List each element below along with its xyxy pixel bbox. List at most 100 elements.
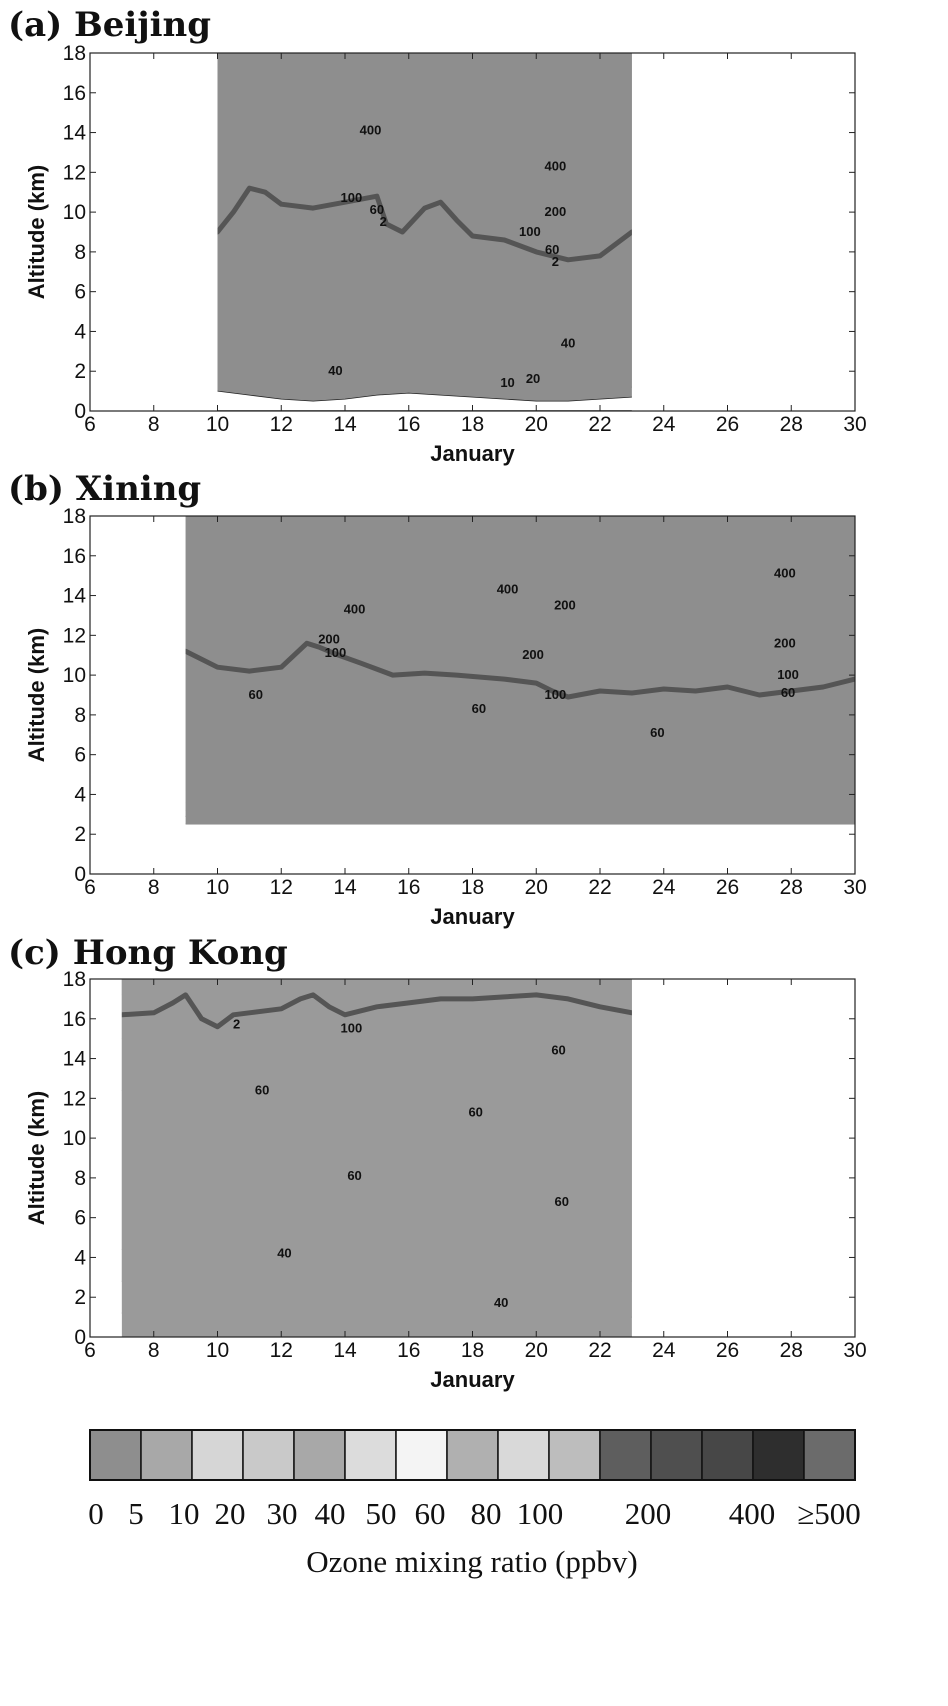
contour-label: 400 — [497, 582, 519, 597]
colorbar-tick-label: 20 — [215, 1496, 246, 1531]
panel-title: (b) Xining — [8, 469, 201, 509]
contour-fill — [185, 516, 855, 825]
contour-band-0 — [185, 516, 855, 825]
y-tick-label: 16 — [63, 1008, 86, 1031]
x-tick-label: 12 — [270, 413, 293, 436]
x-tick-label: 16 — [397, 413, 420, 436]
contour-band-10 — [121, 979, 632, 1337]
x-tick-label: 10 — [206, 876, 229, 899]
colorbar-frame — [89, 1429, 856, 1481]
contour-label: 60 — [555, 1194, 569, 1209]
contour-label: 100 — [341, 1021, 363, 1036]
colorbar-tick-label: 80 — [471, 1496, 502, 1531]
x-tick-label: 24 — [652, 413, 676, 436]
x-tick-label: 26 — [716, 876, 739, 899]
y-tick-label: 18 — [63, 968, 86, 991]
colorbar-swatch — [701, 1429, 754, 1481]
contour-label: 400 — [360, 123, 382, 138]
contour-label: 200 — [545, 204, 567, 219]
contour-label: 60 — [551, 1043, 565, 1058]
x-tick-label: 14 — [333, 876, 357, 899]
contour-label: 60 — [249, 687, 263, 702]
x-tick-label: 10 — [206, 1339, 229, 1362]
colorbar-swatch — [242, 1429, 295, 1481]
contour-label: 100 — [325, 645, 347, 660]
contour-label: 60 — [650, 725, 664, 740]
x-tick-label: 6 — [84, 876, 96, 899]
x-tick-label: 12 — [270, 876, 293, 899]
colorbar-swatch — [293, 1429, 346, 1481]
colorbar-swatch — [548, 1429, 601, 1481]
colorbar-swatch — [497, 1429, 550, 1481]
colorbar: 0 5 10 20 30 40 50 60 80 100 200 400 ≥500 Ozone mixin… — [88, 1429, 861, 1579]
x-tick-label: 20 — [525, 413, 548, 436]
contour-label: 400 — [545, 158, 567, 173]
contour-label: 400 — [774, 566, 796, 581]
y-tick-label: 14 — [63, 1048, 87, 1071]
y-tick-label: 6 — [74, 281, 86, 304]
y-tick-label: 2 — [74, 360, 86, 383]
x-tick-label: 30 — [843, 876, 866, 899]
contour-base — [185, 823, 855, 825]
x-tick-label: 28 — [780, 413, 803, 436]
colorbar-swatch — [446, 1429, 499, 1481]
y-tick-label: 4 — [74, 783, 86, 806]
colorbar-tick-label: 400 — [729, 1496, 776, 1531]
colorbar-tick-label: 50 — [366, 1496, 397, 1531]
colorbar-swatch — [803, 1429, 856, 1481]
colorbar-tick-label: 5 — [128, 1496, 144, 1531]
tropopause-line — [217, 185, 632, 263]
colorbar-tick-label: 40 — [315, 1496, 346, 1531]
contour-label: 10 — [500, 375, 514, 390]
colorbar-tick-label: ≥500 — [797, 1496, 861, 1531]
contour-label: 60 — [468, 1104, 482, 1119]
x-tick-label: 6 — [84, 1339, 96, 1362]
colorbar-swatch — [140, 1429, 193, 1481]
x-tick-label: 18 — [461, 1339, 484, 1362]
x-axis-label: January — [430, 1367, 515, 1392]
x-tick-label: 24 — [652, 876, 676, 899]
contour-label: 40 — [277, 1245, 291, 1260]
colorbar-tick-label: 30 — [267, 1496, 298, 1531]
contour-label: 100 — [519, 224, 541, 239]
contour-label: 60 — [255, 1082, 269, 1097]
colorbar-swatch — [89, 1429, 142, 1481]
y-tick-label: 8 — [74, 241, 86, 264]
contour-label: 40 — [494, 1295, 508, 1310]
y-tick-label: 18 — [63, 505, 86, 528]
y-tick-label: 16 — [63, 545, 86, 568]
colorbar-swatch — [650, 1429, 703, 1481]
y-tick-label: 12 — [63, 161, 86, 184]
x-tick-label: 10 — [206, 413, 229, 436]
contour-fill — [217, 53, 632, 411]
x-axis-label: January — [430, 904, 515, 929]
contour-fill — [121, 979, 632, 1337]
x-tick-label: 22 — [588, 876, 611, 899]
x-tick-label: 16 — [397, 876, 420, 899]
y-tick-label: 4 — [74, 320, 86, 343]
x-tick-label: 18 — [461, 876, 484, 899]
x-tick-label: 26 — [716, 413, 739, 436]
colorbar-tick-label: 0 — [88, 1496, 104, 1531]
contour-label: 100 — [777, 667, 799, 682]
panel-xining: (b) Xining400400400200200200200100100100… — [8, 469, 867, 929]
x-tick-label: 8 — [148, 1339, 160, 1362]
contour-label: 200 — [522, 647, 544, 662]
x-tick-label: 6 — [84, 413, 96, 436]
x-tick-label: 20 — [525, 876, 548, 899]
x-tick-label: 24 — [652, 1339, 676, 1362]
y-tick-label: 12 — [63, 1087, 86, 1110]
y-tick-label: 18 — [63, 42, 86, 65]
contour-label: 200 — [554, 598, 576, 613]
y-tick-label: 12 — [63, 624, 86, 647]
contour-label: 2 — [380, 214, 387, 229]
colorbar-tick-label: 10 — [169, 1496, 200, 1531]
colorbar-swatch — [599, 1429, 652, 1481]
colorbar-swatch — [344, 1429, 397, 1481]
y-tick-label: 10 — [63, 201, 86, 224]
y-tick-label: 0 — [74, 1326, 86, 1349]
y-tick-label: 10 — [63, 664, 86, 687]
x-tick-label: 20 — [525, 1339, 548, 1362]
